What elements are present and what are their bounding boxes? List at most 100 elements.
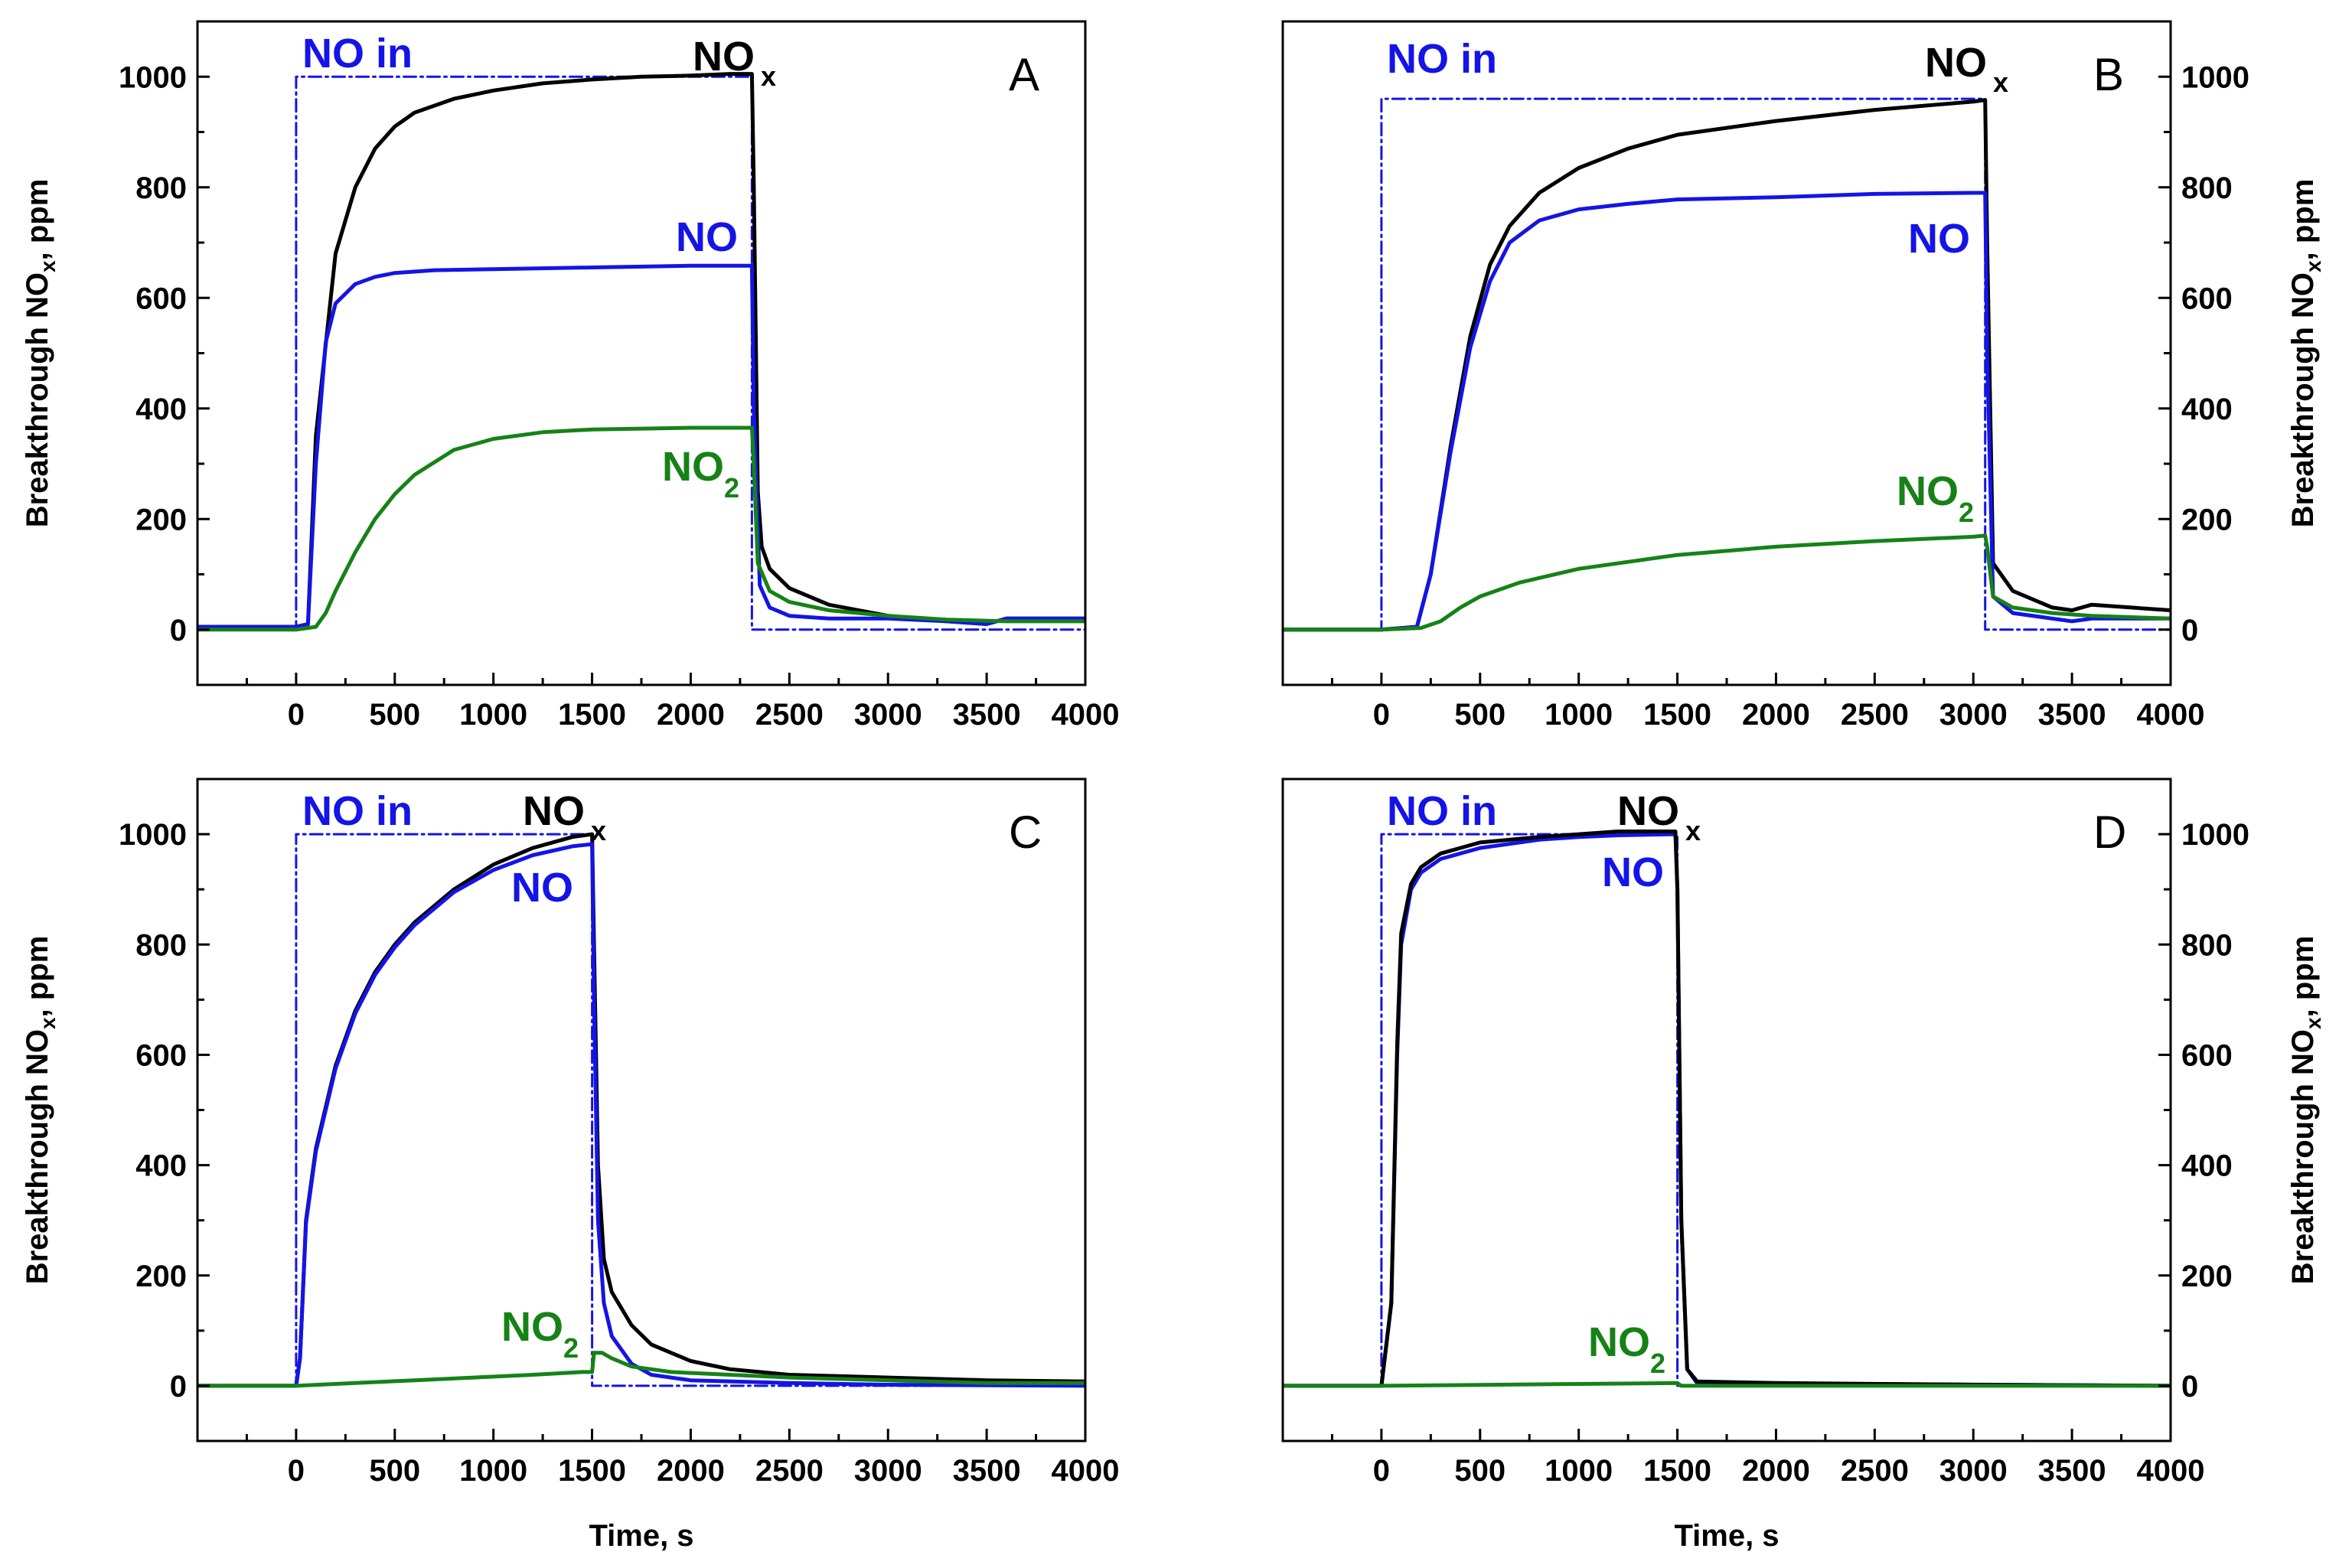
panel-a-xtick-label: 2500 xyxy=(755,698,824,732)
panel-b-xtick-label: 1000 xyxy=(1545,698,1613,732)
panel-d: 0 500 1000 1500 2000 2500 3000 3500 4000 0 200 400 6… xyxy=(1281,777,2325,1553)
panel-a-ytick-label: 200 xyxy=(135,503,187,536)
panel-b-ytick-label: 1000 xyxy=(2181,60,2249,94)
panel-c-xtick-label: 500 xyxy=(369,1454,420,1488)
panel-b-xtick-label: 3000 xyxy=(1939,698,2008,732)
panel-b-series xyxy=(1283,97,2171,632)
panel-c-series xyxy=(197,832,1085,1388)
panel-d-ytick-label: 800 xyxy=(2181,928,2233,962)
panel-b-nox-label: NO x xyxy=(1925,40,2008,98)
panel-b-xtick-label: 2000 xyxy=(1742,698,1810,732)
panel-b-xtick-label: 3500 xyxy=(2038,698,2106,732)
panel-c: 0 500 1000 1500 2000 2500 3000 3500 4000 0 200 400 6… xyxy=(21,777,1120,1553)
panel-a-xtick-label: 2000 xyxy=(657,698,725,732)
panel-d-xtick-label: 1000 xyxy=(1545,1454,1613,1488)
panel-c-ytick-label: 0 xyxy=(170,1370,187,1403)
panel-c-nox-label: NO x xyxy=(523,788,606,846)
panel-d-xtick-label: 2000 xyxy=(1742,1454,1810,1488)
panel-b-no2-label: NO2 xyxy=(1897,468,1974,528)
panel-b-letter: B xyxy=(2093,49,2124,100)
panel-c-no-in-label: NO in xyxy=(302,788,413,834)
panel-d-ytick-label: 400 xyxy=(2181,1149,2233,1183)
panel-c-no-label: NO xyxy=(511,865,573,911)
panel-c-no-line xyxy=(197,842,1085,1388)
panel-d-ytick-label: 0 xyxy=(2181,1370,2198,1403)
panel-d-no2-label: NO2 xyxy=(1588,1319,1665,1379)
panel-d-nox-label: NO x xyxy=(1617,788,1701,846)
panel-b-xtick-label: 1500 xyxy=(1643,698,1711,732)
panel-b-frame xyxy=(1281,20,2172,686)
panel-d-xtick-label: 0 xyxy=(1373,1454,1390,1488)
panel-c-xtick-label: 2000 xyxy=(657,1454,725,1488)
panel-c-x-axis-label: Time, s xyxy=(589,1519,693,1553)
panel-d-letter: D xyxy=(2093,807,2126,858)
panel-c-xtick-label: 2500 xyxy=(755,1454,824,1488)
panel-b-ytick-label: 600 xyxy=(2181,282,2233,315)
panel-d-no-line xyxy=(1283,832,2171,1388)
panel-a-no2-label: NO2 xyxy=(662,444,739,504)
panel-a-no-label: NO xyxy=(676,214,738,260)
panel-a-no-in-line xyxy=(197,75,1085,631)
panel-a-xtick-label: 1000 xyxy=(459,698,527,732)
panel-b-xtick-label: 500 xyxy=(1454,698,1506,732)
panel-b-no-line xyxy=(1283,191,2171,632)
panel-c-ytick-label: 200 xyxy=(135,1260,187,1293)
panel-a-xtick-label: 500 xyxy=(369,698,420,732)
panel-b-no2-line xyxy=(1283,533,2171,632)
panel-c-xtick-label: 0 xyxy=(288,1454,305,1488)
panel-c-xtick-label: 4000 xyxy=(1052,1454,1120,1488)
panel-d-no-label: NO xyxy=(1602,849,1664,895)
panel-d-xtick-label: 2500 xyxy=(1841,1454,1909,1488)
panel-d-ytick-label: 200 xyxy=(2181,1260,2233,1293)
panel-c-xtick-label: 1000 xyxy=(459,1454,527,1488)
panel-a-y-axis-label: Breakthrough NOx, ppm xyxy=(21,179,60,528)
panel-d-ytick-label: 600 xyxy=(2181,1038,2233,1072)
panel-d-y-axis-label: Breakthrough NOx, ppm xyxy=(2286,936,2325,1285)
panel-d-no2-line xyxy=(1283,1381,2171,1388)
panel-b-ytick-label: 800 xyxy=(2181,171,2233,205)
panel-a-letter: A xyxy=(1009,49,1039,100)
panel-d-series xyxy=(1283,830,2171,1388)
panel-c-letter: C xyxy=(1009,807,1042,858)
panel-d-ytick-label: 1000 xyxy=(2181,818,2249,852)
panel-d-no-in-label: NO in xyxy=(1387,788,1497,834)
panel-a-ytick-label: 400 xyxy=(135,393,187,426)
panel-a-ytick-label: 600 xyxy=(135,282,187,315)
panel-a-xtick-label: 3500 xyxy=(953,698,1021,732)
panel-b-no-label: NO xyxy=(1908,216,1970,262)
panel-a-xtick-label: 4000 xyxy=(1052,698,1120,732)
panel-a-no2-line xyxy=(197,425,1085,632)
panel-b-xtick-label: 2500 xyxy=(1841,698,1909,732)
panel-a-xtick-label: 1500 xyxy=(558,698,626,732)
panel-b-xtick-label: 4000 xyxy=(2137,698,2205,732)
panel-c-ytick-label: 600 xyxy=(135,1038,187,1072)
panel-d-no-in-line xyxy=(1283,833,2171,1387)
panel-d-xtick-label: 4000 xyxy=(2137,1454,2205,1488)
panel-c-nox-line xyxy=(197,832,1085,1388)
panel-b-y-axis-label: Breakthrough NOx, ppm xyxy=(2286,179,2325,528)
panel-d-xtick-label: 500 xyxy=(1454,1454,1506,1488)
panel-c-ytick-label: 400 xyxy=(135,1149,187,1183)
panel-b-xtick-label: 0 xyxy=(1373,698,1390,732)
panel-b-ytick-label: 0 xyxy=(2181,614,2198,647)
panel-d-x-axis-label: Time, s xyxy=(1674,1519,1779,1553)
panel-c-ytick-label: 800 xyxy=(135,928,187,962)
panel-a-series xyxy=(197,72,1085,632)
panel-a-no-line xyxy=(197,263,1085,629)
panel-a-ytick-label: 1000 xyxy=(119,60,187,94)
panel-c-no2-line xyxy=(197,1351,1085,1388)
panel-a-ytick-label: 0 xyxy=(170,614,187,647)
panel-b-no-in-label: NO in xyxy=(1387,36,1497,82)
panel-a-nox-label: NO x xyxy=(693,34,776,92)
panel-a-xtick-label: 3000 xyxy=(854,698,922,732)
panel-a: 0 500 1000 1500 2000 2500 3000 3500 4000 0 200 400 6… xyxy=(21,20,1120,732)
panel-d-nox-line xyxy=(1283,830,2171,1388)
panel-c-no-in-line xyxy=(197,833,1085,1387)
panel-c-xtick-label: 3500 xyxy=(953,1454,1021,1488)
panel-a-xtick-label: 0 xyxy=(288,698,305,732)
panel-c-xtick-label: 3000 xyxy=(854,1454,922,1488)
panel-c-no2-label: NO2 xyxy=(501,1304,579,1364)
panel-d-xtick-label: 3000 xyxy=(1939,1454,2008,1488)
panel-a-frame xyxy=(196,20,1087,686)
